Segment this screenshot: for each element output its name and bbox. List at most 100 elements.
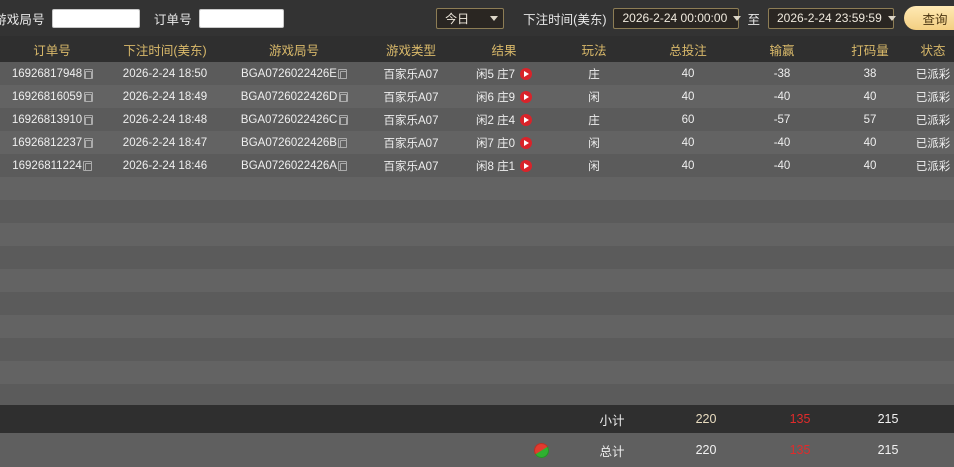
game-round-text: BGA0726022426A (241, 159, 337, 172)
copy-icon[interactable] (338, 115, 348, 125)
game-round-text: BGA0726022426E (241, 67, 337, 80)
cell-bet-time: 2026-2-24 18:47 (122, 136, 208, 149)
cell-bet-time: 2026-2-24 18:50 (122, 67, 208, 80)
cell-game-type: 百家乐A07 (383, 160, 439, 173)
cell-status: 已派彩 (915, 114, 951, 127)
query-button[interactable]: 查询 (904, 6, 954, 30)
cell-win-loss: -40 (773, 159, 791, 172)
cell-chip: 40 (863, 159, 877, 172)
date-to-value: 2026-2-24 23:59:59 (777, 11, 882, 25)
column-header-status[interactable]: 状态 (920, 43, 946, 58)
column-header-play[interactable]: 玩法 (581, 43, 607, 58)
play-icon[interactable] (520, 136, 532, 149)
order-no-label: 订单号 (153, 12, 192, 27)
chevron-down-icon (490, 15, 499, 21)
table-row-empty (0, 200, 954, 223)
column-header-win-loss[interactable]: 输赢 (769, 43, 795, 58)
copy-icon[interactable] (338, 161, 348, 171)
refresh-icon[interactable] (532, 441, 550, 459)
result-text: 闲5 庄7 (476, 68, 515, 81)
cell-win-loss: -40 (773, 90, 791, 103)
table-row-empty (0, 361, 954, 384)
cell-game-round[interactable]: BGA0726022426E (226, 62, 362, 85)
column-header-order-no[interactable]: 订单号 (33, 43, 71, 58)
cell-total-bet: 40 (681, 67, 695, 80)
cell-order-no[interactable]: 16926811224 (0, 154, 104, 177)
subtotal-total-bet: 220 (695, 412, 717, 426)
play-icon[interactable] (520, 159, 532, 172)
copy-icon[interactable] (338, 138, 348, 148)
column-header-result[interactable]: 结果 (491, 43, 517, 58)
column-header-chip[interactable]: 打码量 (851, 43, 889, 58)
cell-order-no[interactable]: 16926816059 (0, 85, 104, 108)
copy-icon[interactable] (83, 115, 93, 125)
cell-status: 已派彩 (915, 137, 951, 150)
play-icon[interactable] (520, 113, 532, 126)
play-icon[interactable] (520, 90, 532, 103)
cell-game-round[interactable]: BGA0726022426D (226, 85, 362, 108)
table-row-empty (0, 315, 954, 338)
table-row-empty (0, 177, 954, 200)
order-no-text: 16926817948 (11, 67, 83, 80)
game-round-text: BGA0726022426C (240, 113, 338, 126)
result-text: 闲7 庄0 (476, 137, 515, 150)
table-body: 16926817948 2026-2-24 18:50 BGA0726022426E… (0, 62, 954, 405)
total-row: 总计 220 135 215 (0, 433, 954, 467)
play-icon[interactable] (520, 67, 532, 80)
table-row[interactable]: 16926812237 2026-2-24 18:47 BGA0726022426B… (0, 131, 954, 154)
game-round-label: 游戏局号 (0, 12, 45, 27)
copy-icon[interactable] (83, 69, 93, 79)
cell-win-loss: -38 (773, 67, 791, 80)
table-row[interactable]: 16926817948 2026-2-24 18:50 BGA0726022426E… (0, 62, 954, 85)
cell-result[interactable]: 闲5 庄7 (460, 62, 548, 85)
table-row[interactable]: 16926811224 2026-2-24 18:46 BGA0726022426A… (0, 154, 954, 177)
cell-game-round[interactable]: BGA0726022426A (226, 154, 362, 177)
cell-play: 闲 (588, 160, 600, 173)
cell-total-bet: 40 (681, 159, 695, 172)
column-header-game-type[interactable]: 游戏类型 (385, 43, 436, 58)
copy-icon[interactable] (338, 92, 348, 102)
cell-game-round[interactable]: BGA0726022426B (226, 131, 362, 154)
column-header-game-round[interactable]: 游戏局号 (268, 43, 319, 58)
total-chip: 215 (877, 443, 899, 457)
cell-order-no[interactable]: 16926812237 (0, 131, 104, 154)
order-no-text: 16926813910 (11, 113, 83, 126)
chevron-down-icon (887, 15, 896, 21)
cell-order-no[interactable]: 16926817948 (0, 62, 104, 85)
date-separator: 至 (747, 12, 760, 27)
subtotal-win-loss: 135 (789, 412, 811, 426)
cell-status: 已派彩 (915, 91, 951, 104)
cell-game-round[interactable]: BGA0726022426C (226, 108, 362, 131)
copy-icon[interactable] (83, 92, 93, 102)
result-text: 闲2 庄4 (476, 114, 515, 127)
cell-chip: 40 (863, 90, 877, 103)
cell-result[interactable]: 闲8 庄1 (460, 154, 548, 177)
query-button-label: 查询 (922, 12, 948, 27)
table-row[interactable]: 16926813910 2026-2-24 18:48 BGA0726022426C… (0, 108, 954, 131)
cell-result[interactable]: 闲2 庄4 (460, 108, 548, 131)
copy-icon[interactable] (83, 161, 93, 171)
order-no-text: 16926812237 (11, 136, 83, 149)
cell-chip: 40 (863, 136, 877, 149)
game-round-input[interactable] (51, 8, 140, 28)
filter-toolbar: 游戏局号 订单号 今日 下注时间(美东) 2026-2-24 00:00:00 … (0, 0, 954, 36)
cell-result[interactable]: 闲7 庄0 (460, 131, 548, 154)
cell-status: 已派彩 (915, 68, 951, 81)
result-text: 闲6 庄9 (476, 91, 515, 104)
table-row-empty (0, 269, 954, 292)
cell-order-no[interactable]: 16926813910 (0, 108, 104, 131)
table-header: 订单号 下注时间(美东) 游戏局号 游戏类型 结果 玩法 总投注 输赢 打码量 … (0, 36, 954, 62)
period-select[interactable]: 今日 (436, 7, 505, 29)
copy-icon[interactable] (83, 138, 93, 148)
cell-result[interactable]: 闲6 庄9 (460, 85, 548, 108)
column-header-bet-time[interactable]: 下注时间(美东) (123, 43, 207, 58)
table-row[interactable]: 16926816059 2026-2-24 18:49 BGA0726022426D… (0, 85, 954, 108)
cell-game-type: 百家乐A07 (383, 91, 439, 104)
copy-icon[interactable] (338, 69, 348, 79)
date-to-select[interactable]: 2026-2-24 23:59:59 (768, 7, 896, 29)
date-from-select[interactable]: 2026-2-24 00:00:00 (613, 7, 742, 29)
cell-status: 已派彩 (915, 160, 951, 173)
order-no-input[interactable] (198, 8, 284, 28)
column-header-total-bet[interactable]: 总投注 (669, 43, 707, 58)
